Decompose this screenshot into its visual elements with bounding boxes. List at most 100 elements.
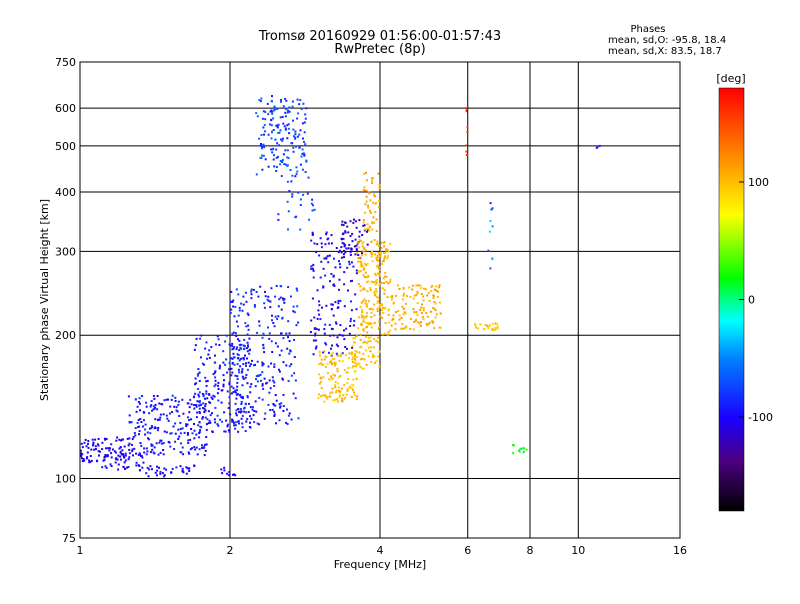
data-point (438, 284, 441, 287)
data-point (275, 156, 278, 159)
data-point (287, 286, 290, 289)
data-point (318, 313, 321, 316)
data-point (271, 148, 274, 151)
data-point (231, 357, 234, 360)
data-point (296, 170, 299, 173)
data-point (198, 391, 201, 394)
data-point (283, 298, 286, 300)
data-point (240, 403, 243, 405)
data-point (264, 290, 266, 293)
data-point (158, 418, 161, 421)
data-point (282, 153, 285, 156)
data-point (340, 353, 343, 356)
data-point (243, 348, 245, 350)
data-point (235, 412, 237, 415)
data-point (387, 333, 390, 336)
data-point (224, 430, 227, 433)
data-point (246, 395, 249, 398)
data-point (232, 352, 235, 355)
data-point (168, 441, 171, 444)
data-point (312, 353, 315, 356)
data-point (365, 322, 368, 324)
data-point (238, 306, 241, 309)
data-point (222, 374, 225, 377)
data-point (427, 291, 430, 294)
data-point (337, 299, 340, 302)
data-point (343, 242, 345, 245)
data-point (203, 363, 206, 366)
data-point (174, 400, 177, 402)
data-point (374, 280, 377, 283)
data-point (284, 97, 287, 100)
data-point (249, 348, 251, 351)
data-point (329, 280, 331, 283)
data-point (233, 424, 236, 427)
data-point (370, 255, 373, 258)
data-point (475, 326, 477, 329)
data-point (350, 261, 353, 264)
data-point (137, 419, 140, 421)
data-point (357, 327, 360, 330)
data-point (237, 314, 240, 317)
data-point (298, 146, 301, 149)
data-point (259, 100, 262, 103)
data-point (367, 275, 370, 278)
data-point (246, 312, 249, 315)
data-point (282, 122, 285, 125)
data-point (344, 251, 347, 254)
data-point (338, 263, 341, 266)
data-point (231, 332, 234, 335)
data-point (380, 281, 383, 284)
data-point (205, 423, 208, 426)
data-point (237, 338, 239, 341)
data-point (243, 410, 246, 413)
data-point (114, 458, 117, 461)
data-point (339, 324, 342, 327)
data-point (439, 312, 442, 315)
data-point (488, 230, 491, 233)
data-point (419, 284, 422, 287)
data-point (262, 332, 265, 335)
data-point (181, 470, 184, 472)
data-point (260, 134, 263, 136)
data-point (190, 403, 193, 406)
chart-title: Tromsø 20160929 01:56:00-01:57:43 (258, 29, 501, 44)
data-point (315, 251, 318, 254)
data-point (233, 346, 236, 348)
data-point (299, 204, 302, 206)
data-point (127, 444, 130, 447)
data-point (334, 384, 336, 387)
data-point (247, 345, 249, 348)
data-point (364, 335, 367, 338)
data-point (198, 407, 201, 410)
data-point (134, 398, 137, 401)
data-point (156, 395, 159, 397)
data-point (344, 231, 347, 234)
data-point (181, 398, 184, 401)
data-point (264, 130, 267, 133)
data-point (319, 351, 321, 354)
data-point (217, 338, 220, 341)
data-point (135, 464, 138, 467)
data-point (268, 337, 271, 340)
data-point (348, 243, 351, 246)
data-point (210, 396, 213, 399)
data-point (301, 168, 304, 171)
data-point (364, 271, 367, 274)
data-point (420, 321, 422, 324)
data-point (136, 421, 139, 424)
data-point (81, 460, 84, 463)
data-point (285, 364, 288, 367)
data-point (198, 421, 201, 424)
data-point (139, 453, 141, 456)
data-point (343, 249, 345, 252)
data-point (246, 418, 249, 421)
data-point (303, 121, 306, 124)
data-point (365, 305, 368, 308)
data-point (207, 410, 210, 413)
data-point (286, 200, 289, 203)
data-point (237, 408, 240, 410)
data-point (353, 341, 356, 344)
data-point (195, 337, 198, 340)
data-point (391, 319, 394, 322)
